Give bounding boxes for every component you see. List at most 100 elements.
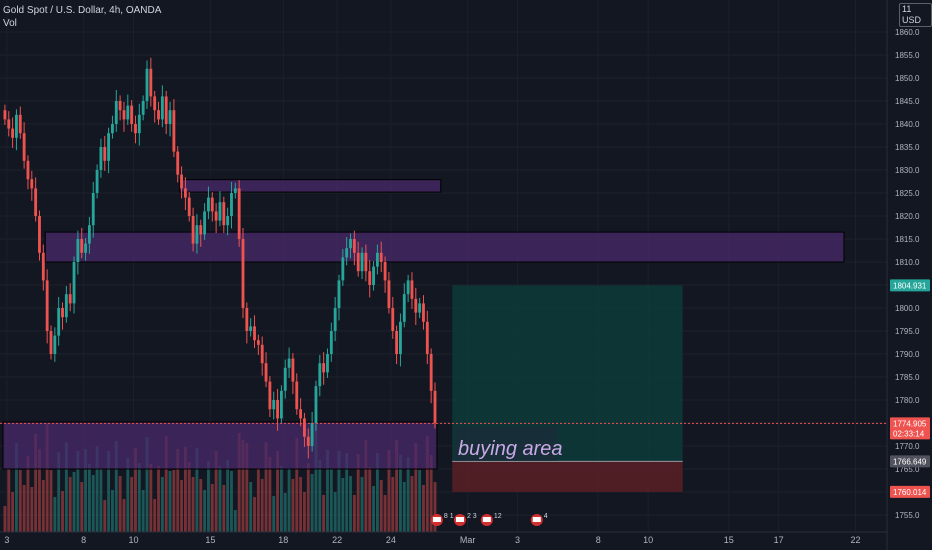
candle-body xyxy=(272,400,276,410)
candle xyxy=(18,106,22,139)
event-count: 2 3 xyxy=(467,513,477,520)
volume-label[interactable]: Vol xyxy=(3,18,17,29)
event-marker[interactable]: 12 xyxy=(480,513,502,526)
candle xyxy=(375,244,379,275)
candle xyxy=(253,315,256,349)
volume-bar xyxy=(291,479,295,532)
candle-body xyxy=(145,68,149,101)
candle-body xyxy=(114,101,118,124)
volume-bar xyxy=(402,482,406,532)
candle-body xyxy=(241,239,245,308)
candle xyxy=(122,101,126,132)
candle-body xyxy=(399,321,402,354)
candle xyxy=(160,85,164,128)
candle-body xyxy=(80,239,84,253)
currency-prefix: 11 xyxy=(902,4,912,14)
candle-body xyxy=(345,248,349,258)
candle xyxy=(183,177,187,211)
currency-badge[interactable]: 11 USD xyxy=(899,3,932,27)
candle-body xyxy=(160,96,164,120)
candle-body xyxy=(395,331,399,354)
candle xyxy=(61,302,64,330)
candle-body xyxy=(111,124,114,134)
candle-body xyxy=(226,216,230,226)
volume-bar xyxy=(360,477,364,532)
volume-bar xyxy=(45,423,49,532)
volume-bar xyxy=(222,485,226,532)
buying-area-label[interactable]: buying area xyxy=(458,438,563,460)
candle xyxy=(84,238,87,261)
candle xyxy=(329,322,333,362)
candle-body xyxy=(237,188,241,239)
volume-bar xyxy=(68,477,72,532)
volume-bar xyxy=(114,441,118,532)
volume-bar xyxy=(84,449,87,532)
volume-bar xyxy=(180,480,183,532)
candle xyxy=(157,101,160,125)
candle-body xyxy=(30,179,34,189)
candle xyxy=(306,428,310,459)
candle-body xyxy=(41,252,45,281)
volume-bar xyxy=(118,476,122,532)
candle xyxy=(72,256,76,314)
y-tick-label: 1815.0 xyxy=(895,235,920,244)
candle xyxy=(153,90,157,123)
x-tick-label: 15 xyxy=(724,535,734,545)
candle-body xyxy=(91,193,95,226)
volume-bar xyxy=(41,480,45,532)
price-value: 1760.014 xyxy=(893,488,927,497)
candle xyxy=(349,233,352,259)
candle-body xyxy=(57,308,61,336)
candle-body xyxy=(118,101,122,111)
volume-bar xyxy=(130,477,134,532)
candle xyxy=(345,237,349,266)
candle xyxy=(41,244,45,291)
volume-bar xyxy=(72,472,76,532)
lower-demand-zone[interactable] xyxy=(2,421,438,470)
volume-bar xyxy=(303,492,306,532)
candle-body xyxy=(303,418,306,437)
candle-body xyxy=(245,308,249,331)
candle-body xyxy=(207,197,210,212)
candle-body xyxy=(199,225,203,235)
stop-zone[interactable] xyxy=(452,461,683,492)
candle xyxy=(395,325,399,365)
y-tick-label: 1825.0 xyxy=(895,189,920,198)
candle xyxy=(7,111,11,137)
candle-body xyxy=(137,114,141,134)
event-marker[interactable]: 8 1 xyxy=(430,513,454,526)
volume-bar xyxy=(245,443,249,532)
candle-body xyxy=(422,303,425,322)
candle xyxy=(249,318,253,337)
candle-body xyxy=(264,363,268,382)
volume-bar xyxy=(372,486,375,532)
volume-bar xyxy=(352,495,356,532)
upper-supply-zone[interactable] xyxy=(179,179,442,193)
middle-zone[interactable] xyxy=(44,231,845,263)
event-marker[interactable]: 2 3 xyxy=(453,513,477,526)
candle xyxy=(260,336,264,376)
volume-bar xyxy=(406,457,410,532)
volume-bar xyxy=(433,482,437,532)
volume-bar xyxy=(314,425,318,532)
candle-body xyxy=(222,202,226,226)
volume-bar xyxy=(3,506,7,532)
candle-body xyxy=(387,280,391,308)
annotation-box xyxy=(455,427,557,461)
candle xyxy=(337,274,341,321)
candle xyxy=(87,216,91,254)
candle-body xyxy=(34,188,38,216)
event-marker[interactable]: 4 xyxy=(530,513,548,526)
event-flag xyxy=(482,517,491,522)
candle xyxy=(134,115,137,144)
candle xyxy=(360,247,364,280)
candle xyxy=(180,166,183,199)
candle-body xyxy=(11,128,15,138)
candle xyxy=(114,89,118,132)
symbol-title[interactable]: Gold Spot / U.S. Dollar, 4h, OANDA xyxy=(3,5,162,16)
candle-body xyxy=(337,280,341,308)
candle-body xyxy=(22,133,26,161)
candle-body xyxy=(68,294,72,304)
